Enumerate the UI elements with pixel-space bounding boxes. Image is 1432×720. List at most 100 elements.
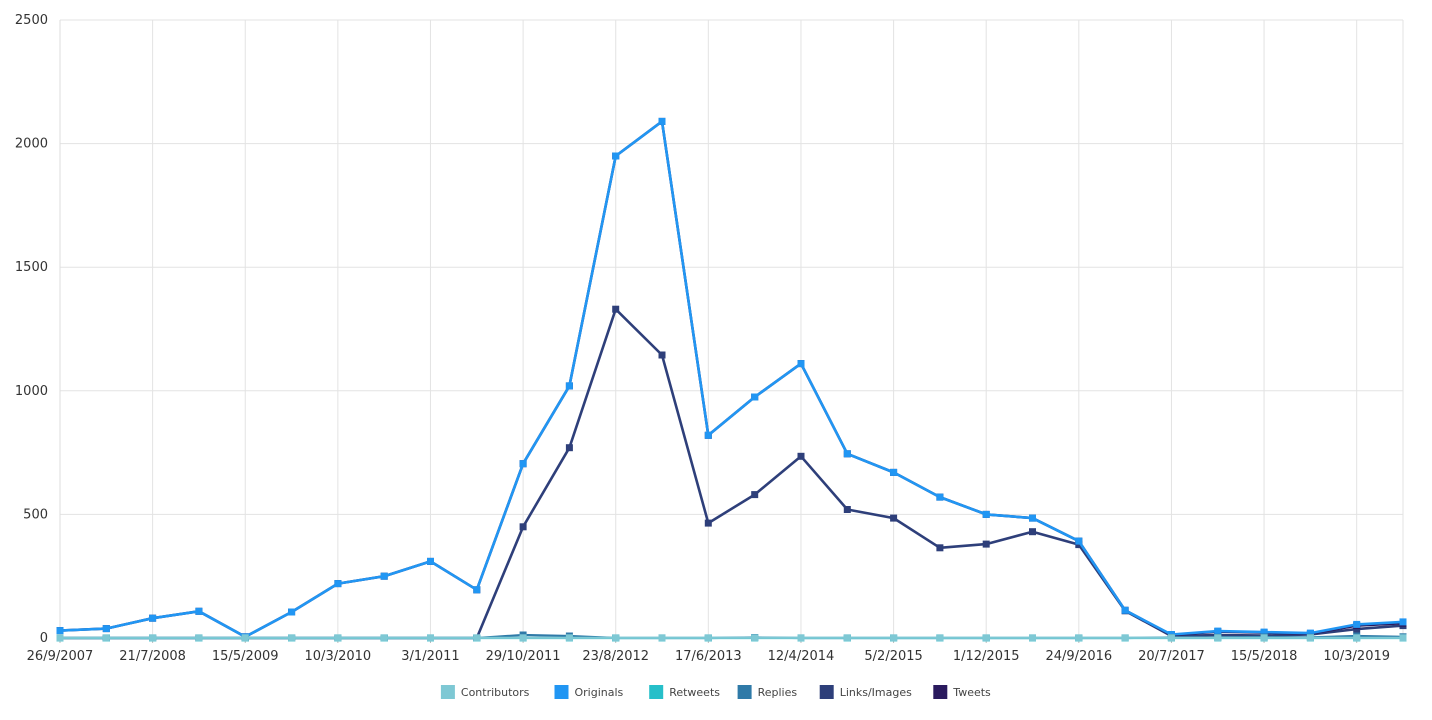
data-point-links-images[interactable] [565, 444, 573, 452]
data-point-originals[interactable] [473, 586, 481, 594]
legend-swatch [737, 685, 752, 699]
data-point-contributors[interactable] [658, 634, 666, 642]
data-point-contributors[interactable] [195, 634, 203, 642]
data-point-contributors[interactable] [797, 634, 805, 642]
data-point-contributors[interactable] [1167, 634, 1175, 642]
data-point-contributors[interactable] [936, 634, 944, 642]
data-point-contributors[interactable] [102, 634, 110, 642]
data-point-originals[interactable] [1121, 606, 1129, 614]
data-point-originals[interactable] [890, 468, 898, 476]
data-point-contributors[interactable] [1399, 634, 1407, 642]
legend-swatch [554, 685, 569, 699]
data-point-contributors[interactable] [380, 634, 388, 642]
data-point-contributors[interactable] [1075, 634, 1083, 642]
data-point-originals[interactable] [982, 510, 990, 518]
x-tick-label: 12/4/2014 [768, 649, 835, 664]
data-point-originals[interactable] [519, 460, 527, 468]
legend: Contributors Originals Retweets Replies Link… [440, 685, 991, 699]
data-point-originals[interactable] [658, 117, 666, 125]
data-point-originals[interactable] [1075, 537, 1083, 545]
data-point-originals[interactable] [565, 382, 573, 390]
data-point-contributors[interactable] [473, 634, 481, 642]
data-point-contributors[interactable] [241, 634, 249, 642]
legend-item-originals[interactable]: Originals [554, 685, 624, 699]
x-tick-label: 29/10/2011 [486, 649, 561, 664]
data-point-contributors[interactable] [612, 634, 620, 642]
series-line-originals [59, 120, 1404, 639]
data-point-contributors[interactable] [519, 634, 527, 642]
data-point-links-images[interactable] [936, 544, 944, 552]
data-point-originals[interactable] [1306, 629, 1314, 637]
data-point-originals[interactable] [334, 580, 342, 588]
x-tick-label: 15/5/2009 [212, 649, 279, 664]
legend-item-contributors[interactable]: Contributors [440, 685, 530, 699]
x-tick-label: 26/9/2007 [27, 649, 94, 664]
data-point-originals[interactable] [380, 572, 388, 580]
data-point-contributors[interactable] [1214, 634, 1222, 642]
y-tick-label: 500 [23, 507, 48, 522]
data-point-links-images[interactable] [843, 506, 851, 513]
series-contributors [56, 634, 1407, 642]
data-point-contributors[interactable] [1029, 634, 1036, 642]
data-point-contributors[interactable] [704, 634, 712, 642]
data-point-originals[interactable] [102, 625, 110, 633]
data-point-contributors[interactable] [982, 634, 990, 642]
data-point-originals[interactable] [1029, 514, 1036, 522]
data-point-contributors[interactable] [1121, 634, 1129, 642]
data-point-contributors[interactable] [288, 634, 296, 642]
legend-label: Replies [758, 686, 798, 699]
data-point-links-images[interactable] [612, 305, 620, 313]
data-point-originals[interactable] [427, 557, 434, 565]
series-tweets [56, 117, 1407, 641]
legend-swatch [440, 685, 455, 699]
data-point-originals[interactable] [195, 607, 203, 615]
y-tick-label: 1500 [15, 260, 48, 275]
legend-label: Links/Images [840, 686, 912, 699]
data-point-originals[interactable] [56, 627, 64, 635]
legend-label: Originals [575, 686, 624, 699]
series-originals [56, 117, 1407, 641]
data-point-links-images[interactable] [658, 351, 666, 359]
data-point-links-images[interactable] [519, 523, 527, 531]
data-point-contributors[interactable] [427, 634, 434, 642]
legend-label: Retweets [669, 686, 720, 699]
data-point-originals[interactable] [1353, 620, 1361, 628]
data-point-originals[interactable] [1214, 627, 1222, 635]
data-point-links-images[interactable] [1029, 528, 1036, 536]
x-tick-label: 17/6/2013 [675, 649, 742, 664]
data-point-originals[interactable] [704, 431, 712, 439]
data-point-links-images[interactable] [890, 514, 898, 522]
data-point-contributors[interactable] [334, 634, 342, 642]
x-tick-label: 5/2/2015 [864, 649, 922, 664]
data-point-originals[interactable] [1399, 618, 1407, 626]
legend-item-replies[interactable]: Replies [737, 685, 798, 699]
data-point-contributors[interactable] [565, 634, 573, 642]
data-point-contributors[interactable] [843, 634, 851, 642]
data-point-originals[interactable] [1260, 628, 1268, 636]
data-point-contributors[interactable] [149, 634, 157, 642]
legend-item-tweets[interactable]: Tweets [933, 685, 991, 699]
grid [59, 19, 1404, 639]
data-point-originals[interactable] [612, 152, 620, 160]
legend-label: Contributors [461, 686, 530, 699]
data-point-links-images[interactable] [751, 491, 759, 499]
data-point-originals[interactable] [751, 393, 759, 401]
data-point-links-images[interactable] [797, 452, 805, 460]
data-point-contributors[interactable] [890, 634, 898, 642]
data-point-contributors[interactable] [1260, 634, 1268, 642]
data-point-contributors[interactable] [1353, 634, 1361, 642]
legend-item-links-images[interactable]: Links/Images [819, 685, 912, 699]
data-point-originals[interactable] [288, 608, 296, 616]
data-point-originals[interactable] [843, 450, 851, 458]
x-tick-label: 3/1/2011 [401, 649, 459, 664]
data-point-links-images[interactable] [704, 519, 712, 527]
legend-item-retweets[interactable]: Retweets [649, 685, 720, 699]
data-point-contributors[interactable] [751, 634, 759, 642]
data-point-contributors[interactable] [56, 634, 64, 642]
data-point-originals[interactable] [149, 614, 157, 622]
data-point-links-images[interactable] [982, 540, 990, 548]
data-point-originals[interactable] [797, 360, 805, 368]
data-point-originals[interactable] [936, 493, 944, 501]
data-point-contributors[interactable] [1306, 634, 1314, 642]
